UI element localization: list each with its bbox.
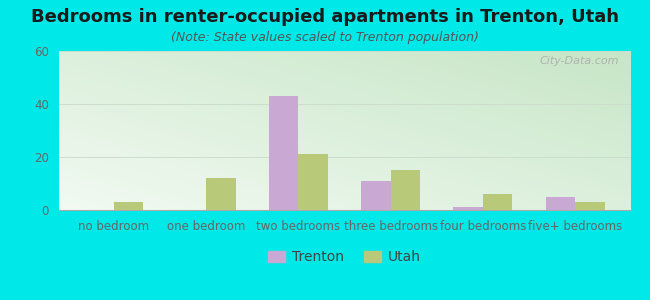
Bar xyxy=(575,202,604,210)
Text: (Note: State values scaled to Trenton population): (Note: State values scaled to Trenton po… xyxy=(171,32,479,44)
Bar xyxy=(114,202,144,210)
Bar xyxy=(453,207,483,210)
Bar xyxy=(206,178,236,210)
Bar xyxy=(361,181,391,210)
Bar xyxy=(545,197,575,210)
Bar xyxy=(269,96,298,210)
Legend: Trenton, Utah: Trenton, Utah xyxy=(263,245,426,270)
Bar xyxy=(298,154,328,210)
Bar xyxy=(391,170,420,210)
Text: City-Data.com: City-Data.com xyxy=(540,56,619,66)
Bar xyxy=(483,194,512,210)
Text: Bedrooms in renter-occupied apartments in Trenton, Utah: Bedrooms in renter-occupied apartments i… xyxy=(31,8,619,26)
